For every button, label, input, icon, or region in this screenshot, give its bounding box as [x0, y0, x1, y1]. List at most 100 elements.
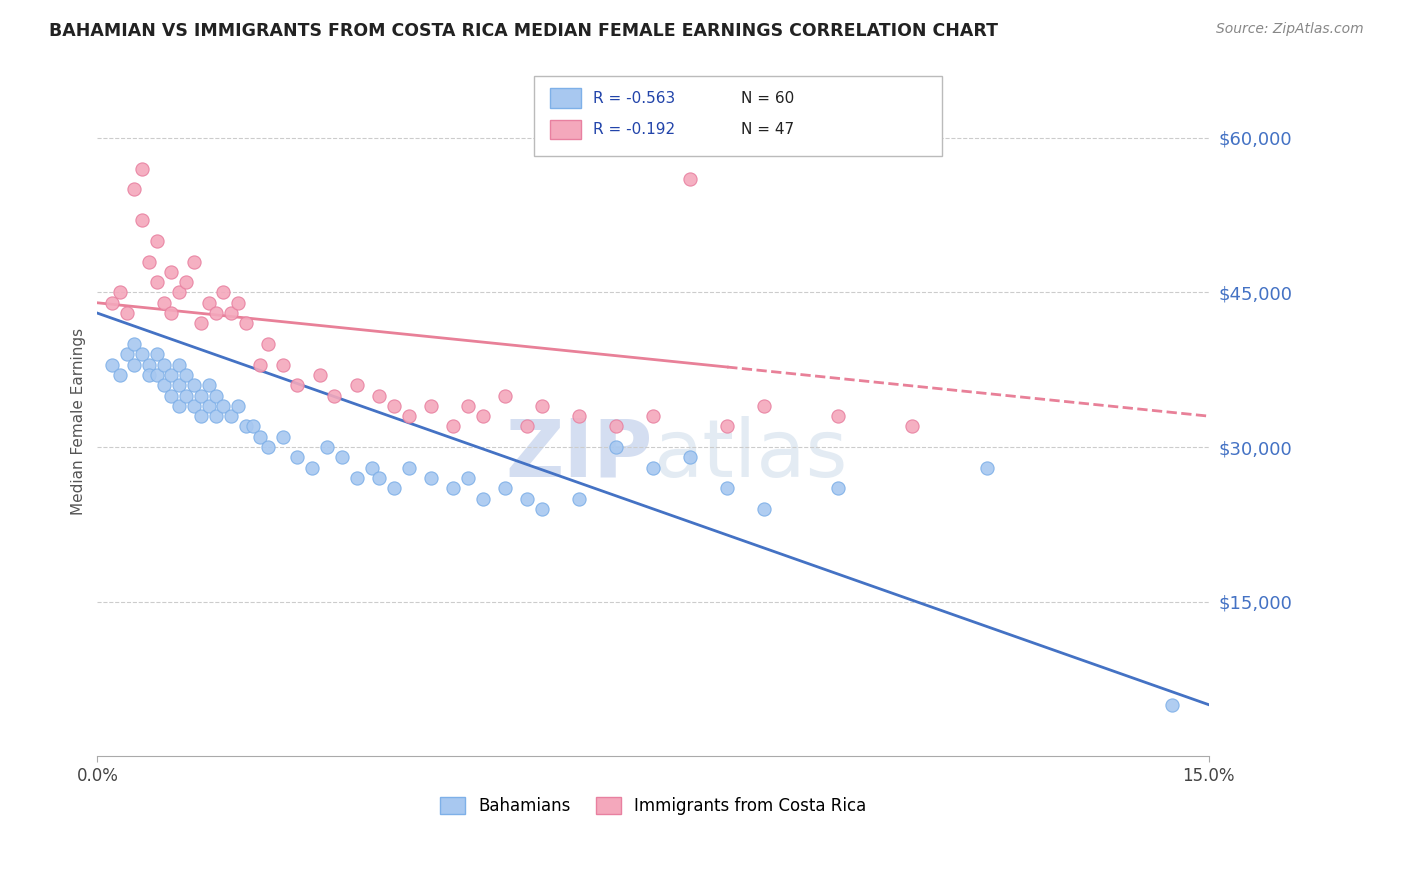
Point — [398, 409, 420, 424]
Y-axis label: Median Female Earnings: Median Female Earnings — [72, 327, 86, 515]
Point — [153, 378, 176, 392]
Point — [643, 460, 665, 475]
Point — [124, 337, 146, 351]
Point — [145, 275, 167, 289]
Point — [330, 450, 353, 465]
Point — [145, 347, 167, 361]
Point — [382, 399, 405, 413]
Text: ZIP: ZIP — [506, 416, 654, 494]
Point — [174, 368, 197, 382]
Point — [205, 409, 228, 424]
Point — [131, 213, 153, 227]
Point — [249, 358, 271, 372]
Point — [679, 450, 702, 465]
Point — [301, 460, 323, 475]
Point — [457, 471, 479, 485]
Point — [827, 481, 849, 495]
Point — [457, 399, 479, 413]
Text: R = -0.192: R = -0.192 — [593, 122, 675, 136]
Point — [754, 502, 776, 516]
Point — [190, 388, 212, 402]
Point — [145, 234, 167, 248]
Point — [716, 481, 738, 495]
Point — [471, 409, 494, 424]
Point — [235, 419, 257, 434]
Text: N = 47: N = 47 — [741, 122, 794, 136]
Point — [212, 399, 235, 413]
Point — [131, 161, 153, 176]
Point — [471, 491, 494, 506]
Point — [174, 275, 197, 289]
Point — [167, 285, 190, 300]
Point — [153, 358, 176, 372]
Point — [346, 378, 368, 392]
Point — [249, 430, 271, 444]
Point — [419, 399, 441, 413]
Text: N = 60: N = 60 — [741, 91, 794, 105]
Point — [205, 306, 228, 320]
Point — [323, 388, 346, 402]
Point — [419, 471, 441, 485]
Point — [308, 368, 330, 382]
Point — [190, 317, 212, 331]
Point — [346, 471, 368, 485]
Point — [167, 358, 190, 372]
Point — [605, 440, 627, 454]
Text: Source: ZipAtlas.com: Source: ZipAtlas.com — [1216, 22, 1364, 37]
Point — [605, 419, 627, 434]
Point — [716, 419, 738, 434]
Point — [441, 481, 464, 495]
Point — [271, 358, 294, 372]
Point — [226, 295, 249, 310]
Point — [219, 306, 242, 320]
Point — [368, 388, 391, 402]
Text: BAHAMIAN VS IMMIGRANTS FROM COSTA RICA MEDIAN FEMALE EARNINGS CORRELATION CHART: BAHAMIAN VS IMMIGRANTS FROM COSTA RICA M… — [49, 22, 998, 40]
Point — [138, 254, 160, 268]
Legend: Bahamians, Immigrants from Costa Rica: Bahamians, Immigrants from Costa Rica — [433, 790, 873, 822]
Point — [360, 460, 382, 475]
Point — [145, 368, 167, 382]
Point — [197, 399, 219, 413]
Point — [153, 295, 176, 310]
Point — [441, 419, 464, 434]
Point — [226, 399, 249, 413]
Point — [160, 388, 183, 402]
Point — [754, 399, 776, 413]
Point — [568, 409, 591, 424]
Point — [174, 388, 197, 402]
Point — [530, 399, 553, 413]
Point — [398, 460, 420, 475]
Point — [271, 430, 294, 444]
Point — [901, 419, 924, 434]
Point — [568, 491, 591, 506]
Point — [101, 358, 124, 372]
Point — [494, 481, 516, 495]
Point — [1160, 698, 1182, 712]
Point — [516, 491, 538, 506]
Point — [115, 347, 138, 361]
Point — [101, 295, 124, 310]
Point — [167, 399, 190, 413]
Point — [316, 440, 339, 454]
Point — [212, 285, 235, 300]
Point — [827, 409, 849, 424]
Point — [205, 388, 228, 402]
Point — [976, 460, 998, 475]
Point — [287, 378, 309, 392]
Point — [256, 337, 278, 351]
Point — [190, 409, 212, 424]
Point — [138, 368, 160, 382]
Point — [235, 317, 257, 331]
Point — [516, 419, 538, 434]
Point — [131, 347, 153, 361]
Point — [183, 399, 205, 413]
Point — [160, 265, 183, 279]
Point — [256, 440, 278, 454]
Point — [183, 254, 205, 268]
Point — [643, 409, 665, 424]
Point — [138, 358, 160, 372]
Point — [167, 378, 190, 392]
Point — [183, 378, 205, 392]
Point — [197, 378, 219, 392]
Point — [530, 502, 553, 516]
